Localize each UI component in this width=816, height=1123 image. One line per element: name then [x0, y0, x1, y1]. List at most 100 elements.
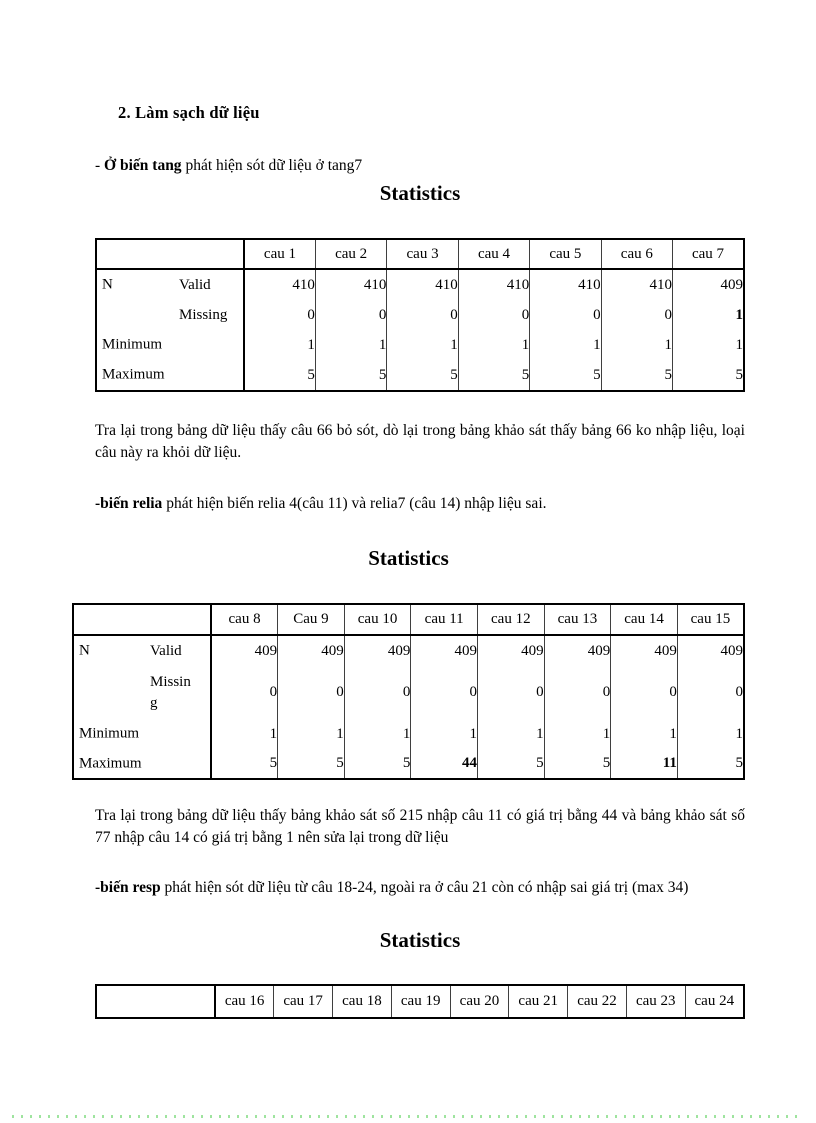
column-header: cau 21 — [508, 985, 568, 1018]
column-header: cau 3 — [386, 239, 459, 269]
table-cell: 5 — [676, 749, 744, 779]
table-cell: 1 — [543, 719, 611, 749]
row-label: Missing — [73, 666, 212, 719]
table-cell: 5 — [210, 749, 278, 779]
column-header: cau 18 — [332, 985, 392, 1018]
row-label-left: N — [102, 276, 113, 293]
table-cell: 1 — [672, 300, 744, 330]
column-header: cau 13 — [543, 604, 611, 635]
table-cell: 1 — [672, 330, 744, 360]
column-header: cau 2 — [314, 239, 387, 269]
column-header: cau 5 — [529, 239, 602, 269]
statistics-title-2: Statistics — [368, 546, 449, 570]
table-cell: 409 — [676, 635, 744, 666]
table-row: Maximum 5 5 5 44 5 5 11 5 — [73, 749, 744, 779]
table-cell: 0 — [277, 666, 345, 719]
table-cell: 0 — [457, 300, 530, 330]
table-cell: 0 — [243, 300, 316, 330]
statistics-table: cau 1 cau 2 cau 3 cau 4 cau 5 cau 6 cau 7 N Vali… — [95, 238, 745, 392]
table-cell: 5 — [543, 749, 611, 779]
table-cell: 0 — [543, 666, 611, 719]
table-cell: 409 — [343, 635, 411, 666]
column-header: cau 23 — [625, 985, 686, 1018]
table-cell: 409 — [210, 635, 278, 666]
row-label: N Valid — [96, 269, 245, 300]
table-cell: 1 — [314, 330, 387, 360]
table-cell: 410 — [243, 269, 316, 300]
section-break-line — [12, 1115, 804, 1118]
paragraph-relia: -biến relia phát hiện biến relia 4(câu 1… — [95, 493, 745, 515]
table-cell: 1 — [410, 719, 478, 749]
table-cell: 5 — [243, 360, 316, 391]
table-cell: 409 — [543, 635, 611, 666]
paragraph-resp-bold: -biến resp — [95, 879, 161, 896]
paragraph-resp: -biến resp phát hiện sót dữ liệu từ câu … — [95, 877, 745, 899]
table-cell: 0 — [386, 300, 459, 330]
table-cell: 5 — [386, 360, 459, 391]
table-row: N Valid 410 410 410 410 410 410 409 — [96, 269, 744, 300]
table-cell: 5 — [672, 360, 744, 391]
corner-cell — [73, 604, 212, 635]
table-cell: 0 — [210, 666, 278, 719]
row-label-left: Maximum — [79, 755, 142, 771]
section-heading: 2. Làm sạch dữ liệu — [118, 103, 260, 122]
row-label-left: Minimum — [79, 725, 140, 742]
column-header: cau 11 — [410, 604, 478, 635]
paragraph-check66: Tra lại trong bảng dữ liệu thấy câu 66 b… — [95, 422, 745, 461]
row-label-left: Minimum — [102, 336, 163, 353]
table-cell: 11 — [610, 749, 678, 779]
table-cell: 1 — [457, 330, 530, 360]
table-cell: 5 — [277, 749, 345, 779]
table-cell: 1 — [343, 719, 411, 749]
table-cell: 1 — [277, 719, 345, 749]
table-cell: 410 — [529, 269, 602, 300]
table-cell: 1 — [600, 330, 673, 360]
column-header: cau 15 — [676, 604, 744, 635]
statistics-table-1: cau 1 cau 2 cau 3 cau 4 cau 5 cau 6 cau 7 N Vali… — [95, 238, 745, 392]
table-cell: 5 — [477, 749, 545, 779]
paragraph-tang-bold: Ở biến tang — [104, 157, 182, 174]
column-header: Cau 9 — [277, 604, 345, 635]
column-header: cau 17 — [273, 985, 333, 1018]
table-row: Missing 0 0 0 0 0 0 0 0 — [73, 666, 744, 719]
table-cell: 409 — [477, 635, 545, 666]
table-row: Minimum 1 1 1 1 1 1 1 1 — [73, 719, 744, 749]
table-cell: 5 — [600, 360, 673, 391]
table-cell: 5 — [314, 360, 387, 391]
column-header: cau 12 — [477, 604, 545, 635]
column-header: cau 16 — [214, 985, 274, 1018]
row-label: Missing — [96, 300, 245, 330]
table-cell: 1 — [477, 719, 545, 749]
paragraph-tang-rest: phát hiện sót dữ liệu ở tang7 — [181, 157, 363, 174]
table-cell: 5 — [529, 360, 602, 391]
table-cell: 0 — [343, 666, 411, 719]
column-header: cau 7 — [672, 239, 744, 269]
row-label: Maximum — [73, 749, 212, 779]
table-cell: 1 — [610, 719, 678, 749]
table-row: Maximum 5 5 5 5 5 5 5 — [96, 360, 744, 391]
table-cell: 0 — [477, 666, 545, 719]
row-label: N Valid — [73, 635, 212, 666]
paragraph-relia-rest: phát hiện biến relia 4(câu 11) và relia7… — [162, 495, 547, 512]
table-cell: 0 — [676, 666, 744, 719]
table-row: Minimum 1 1 1 1 1 1 1 — [96, 330, 744, 360]
column-header: cau 14 — [610, 604, 678, 635]
paragraph-tang-prefix: - — [95, 157, 105, 174]
table-cell: 0 — [610, 666, 678, 719]
table-cell: 1 — [386, 330, 459, 360]
table-cell: 5 — [457, 360, 530, 391]
statistics-table-3: cau 16 cau 17 cau 18 cau 19 cau 20 cau 21 cau … — [95, 984, 745, 1019]
table-cell: 410 — [386, 269, 459, 300]
column-header: cau 22 — [567, 985, 627, 1018]
corner-cell — [96, 985, 216, 1018]
table-cell: 5 — [343, 749, 411, 779]
table-cell: 0 — [410, 666, 478, 719]
table-cell: 409 — [610, 635, 678, 666]
row-label-indented: Missing — [179, 306, 228, 323]
row-label-indented: Valid — [150, 642, 182, 659]
table-cell: 409 — [277, 635, 345, 666]
column-header: cau 10 — [343, 604, 411, 635]
table-row: N Valid 409 409 409 409 409 409 409 409 — [73, 635, 744, 666]
table-cell: 1 — [529, 330, 602, 360]
